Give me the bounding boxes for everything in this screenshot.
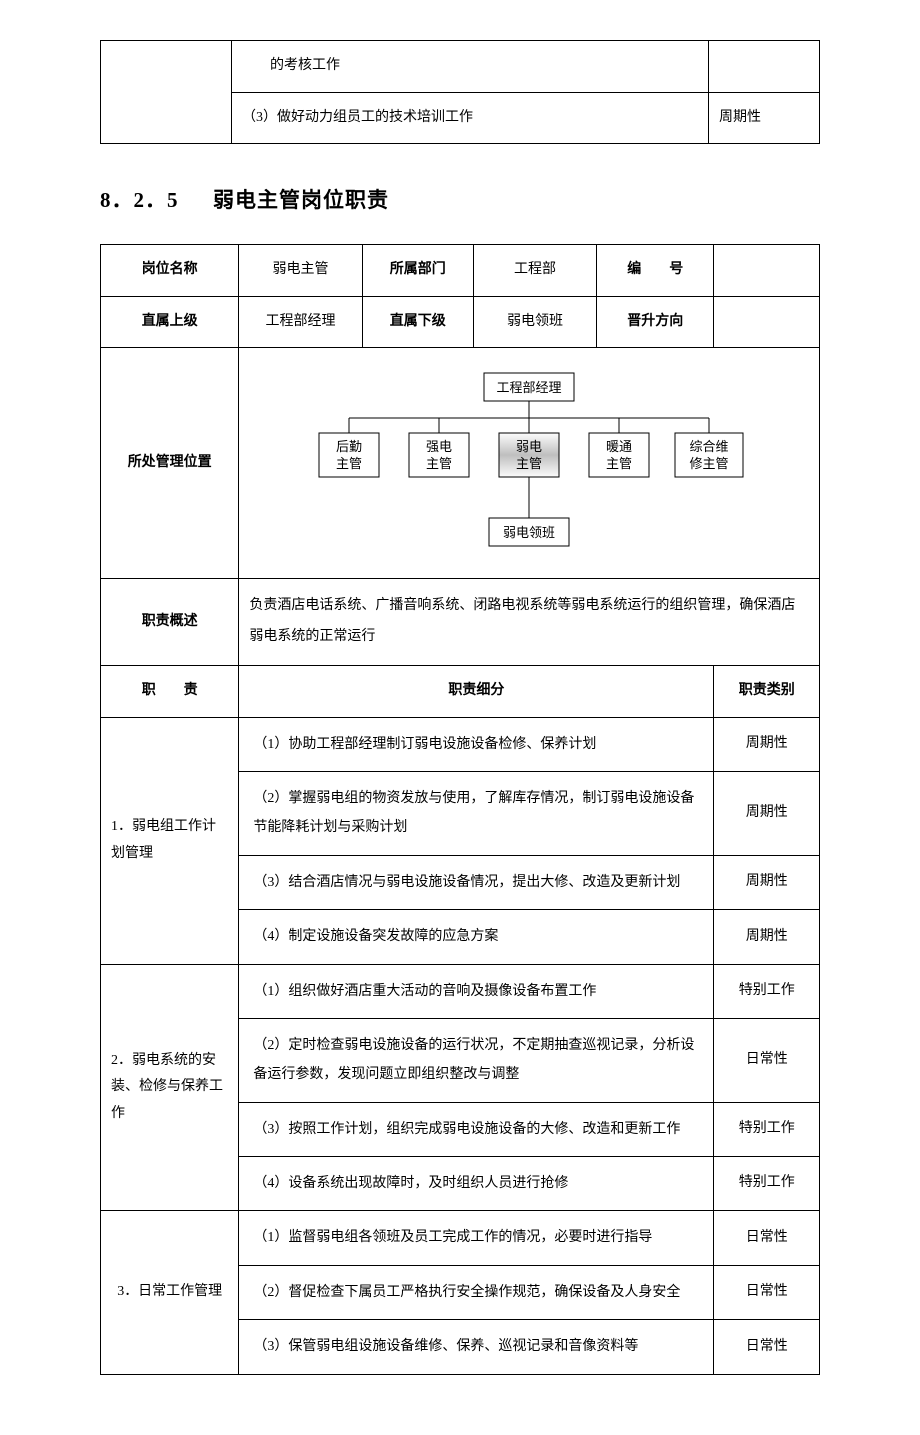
detail-text: （2）督促检查下属员工严格执行安全操作规范，确保设备及人身安全 xyxy=(239,1265,714,1319)
org-mid-1-l1: 强电 xyxy=(426,439,452,454)
info-value: 弱电主管 xyxy=(239,245,362,297)
info-value: 工程部 xyxy=(473,245,596,297)
org-mid-0-l2: 主管 xyxy=(336,456,362,471)
duties-h3: 职责类别 xyxy=(714,665,820,717)
detail-text: （4）设备系统出现故障时，及时组织人员进行抢修 xyxy=(239,1157,714,1211)
section-heading: 8．2．5 弱电主管岗位职责 xyxy=(100,184,820,214)
top-mid-cell-2: （3）做好动力组员工的技术培训工作 xyxy=(232,92,709,144)
table-row: 的考核工作 xyxy=(101,41,820,93)
detail-type: 日常性 xyxy=(714,1211,820,1265)
info-label: 直属下级 xyxy=(362,296,473,348)
detail-text: （1）协助工程部经理制订弱电设施设备检修、保养计划 xyxy=(239,717,714,771)
summary-row: 职责概述 负责酒店电话系统、广播音响系统、闭路电视系统等弱电系统运行的组织管理，… xyxy=(101,579,820,666)
section-title-cell: 2．弱电系统的安装、检修与保养工作 xyxy=(101,964,239,1211)
org-label: 所处管理位置 xyxy=(101,348,239,579)
duties-header-row: 职 责 职责细分 职责类别 xyxy=(101,665,820,717)
org-mid-2-l1: 弱电 xyxy=(516,439,542,454)
section-title-cell: 1．弱电组工作计划管理 xyxy=(101,717,239,964)
info-value: 弱电领班 xyxy=(473,296,596,348)
top-mid-cell-1: 的考核工作 xyxy=(232,41,709,93)
info-value xyxy=(714,245,820,297)
document-page: 的考核工作 （3）做好动力组员工的技术培训工作 周期性 8．2．5 弱电主管岗位… xyxy=(0,0,920,1435)
detail-text: （2）定时检查弱电设施设备的运行状况，不定期抽查巡视记录，分析设备运行参数，发现… xyxy=(239,1018,714,1102)
detail-text: （3）结合酒店情况与弱电设施设备情况，提出大修、改造及更新计划 xyxy=(239,855,714,909)
detail-type: 周期性 xyxy=(714,771,820,855)
table-row: 2．弱电系统的安装、检修与保养工作 （1）组织做好酒店重大活动的音响及摄像设备布… xyxy=(101,964,820,1018)
job-description-table: 岗位名称 弱电主管 所属部门 工程部 编 号 直属上级 工程部经理 直属下级 弱… xyxy=(100,244,820,1374)
section-title-cell: 3．日常工作管理 xyxy=(101,1211,239,1374)
top-left-cell xyxy=(101,41,232,144)
info-label: 直属上级 xyxy=(101,296,239,348)
detail-text: （4）制定设施设备突发故障的应急方案 xyxy=(239,910,714,964)
detail-type: 周期性 xyxy=(714,855,820,909)
org-mid-3-l1: 暖通 xyxy=(606,439,632,454)
info-value: 工程部经理 xyxy=(239,296,362,348)
detail-type: 日常性 xyxy=(714,1265,820,1319)
detail-text: （1）组织做好酒店重大活动的音响及摄像设备布置工作 xyxy=(239,964,714,1018)
table-row: 3．日常工作管理 （1）监督弱电组各领班及员工完成工作的情况，必要时进行指导 日… xyxy=(101,1211,820,1265)
top-right-cell-1 xyxy=(709,41,820,93)
info-value xyxy=(714,296,820,348)
detail-type: 周期性 xyxy=(714,910,820,964)
org-chart-row: 所处管理位置 工程部经理 xyxy=(101,348,820,579)
duties-h1: 职 责 xyxy=(101,665,239,717)
info-label: 编 号 xyxy=(597,245,714,297)
org-mid-1-l2: 主管 xyxy=(426,456,452,471)
org-mid-4-l2: 修主管 xyxy=(690,456,729,471)
detail-text: （3）保管弱电组设施设备维修、保养、巡视记录和音像资料等 xyxy=(239,1320,714,1374)
detail-type: 特别工作 xyxy=(714,964,820,1018)
detail-type: 特别工作 xyxy=(714,1102,820,1156)
detail-type: 特别工作 xyxy=(714,1157,820,1211)
detail-text: （3）按照工作计划，组织完成弱电设施设备的大修、改造和更新工作 xyxy=(239,1102,714,1156)
duties-h2: 职责细分 xyxy=(239,665,714,717)
org-top-text: 工程部经理 xyxy=(497,380,562,395)
detail-type: 日常性 xyxy=(714,1018,820,1102)
info-label: 所属部门 xyxy=(362,245,473,297)
section-title-text: 弱电主管岗位职责 xyxy=(213,188,389,212)
section-number: 8．2．5 xyxy=(100,188,179,212)
detail-type: 日常性 xyxy=(714,1320,820,1374)
detail-text: （1）监督弱电组各领班及员工完成工作的情况，必要时进行指导 xyxy=(239,1211,714,1265)
org-chart-svg: 工程部经理 后勤 xyxy=(289,368,769,558)
detail-type: 周期性 xyxy=(714,717,820,771)
org-mid-2-l2: 主管 xyxy=(516,456,542,471)
org-mid-0-l1: 后勤 xyxy=(336,439,362,454)
table-row: 1．弱电组工作计划管理 （1）协助工程部经理制订弱电设施设备检修、保养计划 周期… xyxy=(101,717,820,771)
org-chart-cell: 工程部经理 后勤 xyxy=(239,348,820,579)
table-row: 直属上级 工程部经理 直属下级 弱电领班 晋升方向 xyxy=(101,296,820,348)
info-label: 岗位名称 xyxy=(101,245,239,297)
table-row: 岗位名称 弱电主管 所属部门 工程部 编 号 xyxy=(101,245,820,297)
detail-text: （2）掌握弱电组的物资发放与使用，了解库存情况，制订弱电设施设备节能降耗计划与采… xyxy=(239,771,714,855)
top-right-cell-2: 周期性 xyxy=(709,92,820,144)
org-mid-3-l2: 主管 xyxy=(606,456,632,471)
org-bottom-text: 弱电领班 xyxy=(503,525,555,540)
top-fragment-table: 的考核工作 （3）做好动力组员工的技术培训工作 周期性 xyxy=(100,40,820,144)
summary-text: 负责酒店电话系统、广播音响系统、闭路电视系统等弱电系统运行的组织管理，确保酒店弱… xyxy=(239,579,820,666)
info-label: 晋升方向 xyxy=(597,296,714,348)
summary-label: 职责概述 xyxy=(101,579,239,666)
org-mid-4-l1: 综合维 xyxy=(690,439,729,454)
